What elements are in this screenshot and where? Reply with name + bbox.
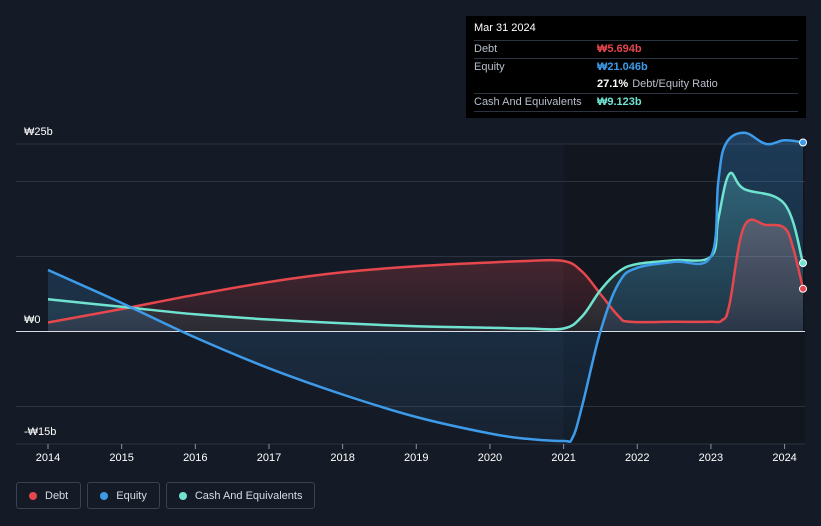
tooltip-ratio-label: Debt/Equity Ratio [632,78,718,90]
y-tick-zero: ₩0 [24,314,41,326]
tooltip-row-ratio: 27.1% Debt/Equity Ratio [474,76,798,93]
x-tick-label: 2023 [699,452,723,464]
x-tick-label: 2018 [330,452,354,464]
x-tick-label: 2017 [257,452,281,464]
cash-end-point [799,259,807,268]
legend-item-debt[interactable]: Debt [16,482,82,509]
y-tick-bottom: -₩15b [24,426,56,438]
y-tick-top: ₩25b [24,126,53,138]
x-tick-label: 2016 [183,452,207,464]
x-tick-label: 2014 [36,452,60,464]
tooltip-row-equity: Equity ₩21.046b [474,58,798,76]
x-tick-label: 2015 [109,452,133,464]
tooltip-label: Debt [474,43,498,55]
tooltip-value-equity: ₩21.046b [597,61,648,73]
debt-area [48,219,803,332]
tooltip-date: Mar 31 2024 [474,22,536,34]
series-end-markers [799,138,807,293]
tooltip-label: Equity [474,61,505,73]
equity-line [47,131,804,444]
debt-line [47,218,805,324]
series-lines [47,131,805,444]
x-axis-ticks: 2014 2015 2016 2017 2018 2019 2020 2021 2022 2023… [36,444,797,464]
equity-area [48,132,803,442]
tooltip-label: Cash And Equivalents [474,96,582,108]
legend-dot-icon [100,491,109,500]
legend-label: Debt [45,489,69,502]
legend: Debt Equity Cash And Equivalents [16,482,316,509]
x-tick-label: 2022 [625,452,649,464]
x-tick-label: 2024 [772,452,796,464]
legend-dot-icon [178,491,187,500]
legend-item-cash[interactable]: Cash And Equivalents [165,482,316,509]
x-tick-label: 2019 [404,452,428,464]
tooltip-value-cash: ₩9.123b [597,96,642,108]
x-tick-label: 2021 [551,452,575,464]
legend-dot-icon [29,491,37,500]
x-tick-label: 2020 [478,452,502,464]
tooltip-row-debt: Debt ₩5.694b [474,40,798,58]
tooltip-value-debt: ₩5.694b [597,43,642,55]
tooltip-row-cash: Cash And Equivalents ₩9.123b [474,93,798,112]
debt-end-point [799,284,807,293]
legend-label: Equity [116,489,147,502]
tooltip-value-ratio: 27.1% [597,78,629,90]
tooltip-label [474,76,597,93]
equity-end-point [799,138,807,147]
data-tooltip: Mar 31 2024 Debt ₩5.694b Equity ₩21.046b… [466,16,806,118]
legend-item-equity[interactable]: Equity [87,482,160,509]
cash-line [47,171,805,331]
legend-label: Cash And Equivalents [194,489,303,502]
